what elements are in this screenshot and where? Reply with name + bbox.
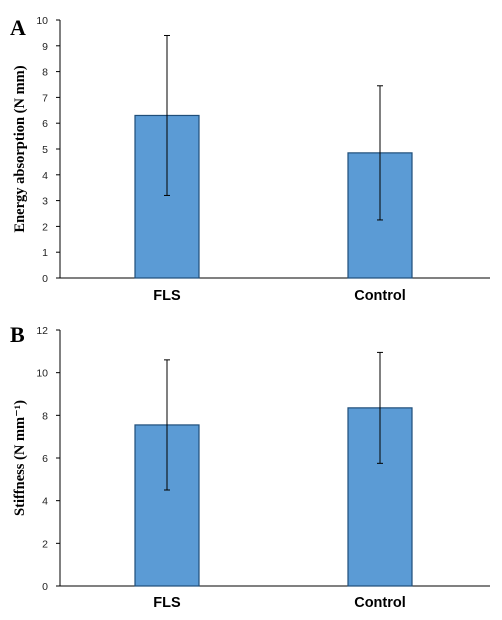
panel-a-tick-label: 0 [42, 273, 48, 285]
panel-b-letter: B [10, 322, 25, 347]
panel-b-tick-label: 2 [42, 538, 48, 550]
panel-a-tick-label: 2 [42, 221, 48, 233]
panel-b-category-label: FLS [153, 595, 181, 611]
panel-a-tick-label: 8 [42, 67, 48, 79]
panel-a-tick-label: 4 [42, 170, 48, 182]
panel-a-category-label: FLS [153, 288, 181, 304]
panel-b-tick-label: 6 [42, 453, 48, 465]
panel-b-tick-label: 4 [42, 496, 48, 508]
panel-b-tick-label: 0 [42, 581, 48, 593]
panel-b-tick-label: 12 [36, 325, 48, 337]
panel-a-y-axis-label: Energy absorption (N mm) [12, 65, 28, 232]
panel-a-tick-label: 6 [42, 118, 48, 130]
panel-a-tick-label: 10 [36, 15, 48, 27]
panel-a-tick-label: 9 [42, 41, 48, 53]
panel-b-y-axis-label: Stiffness (N mm⁻¹) [12, 400, 28, 516]
panel-a-tick-label: 5 [42, 144, 48, 156]
panel-a-tick-label: 1 [42, 247, 48, 259]
panel-b-tick-label: 10 [36, 368, 48, 380]
panel-b-category-label: Control [354, 595, 406, 611]
panel-b-tick-label: 8 [42, 410, 48, 422]
panel-a-tick-label: 7 [42, 92, 48, 104]
panel-a-tick-label: 3 [42, 196, 48, 208]
panel-a-letter: A [10, 15, 26, 40]
panel-a-category-label: Control [354, 288, 406, 304]
